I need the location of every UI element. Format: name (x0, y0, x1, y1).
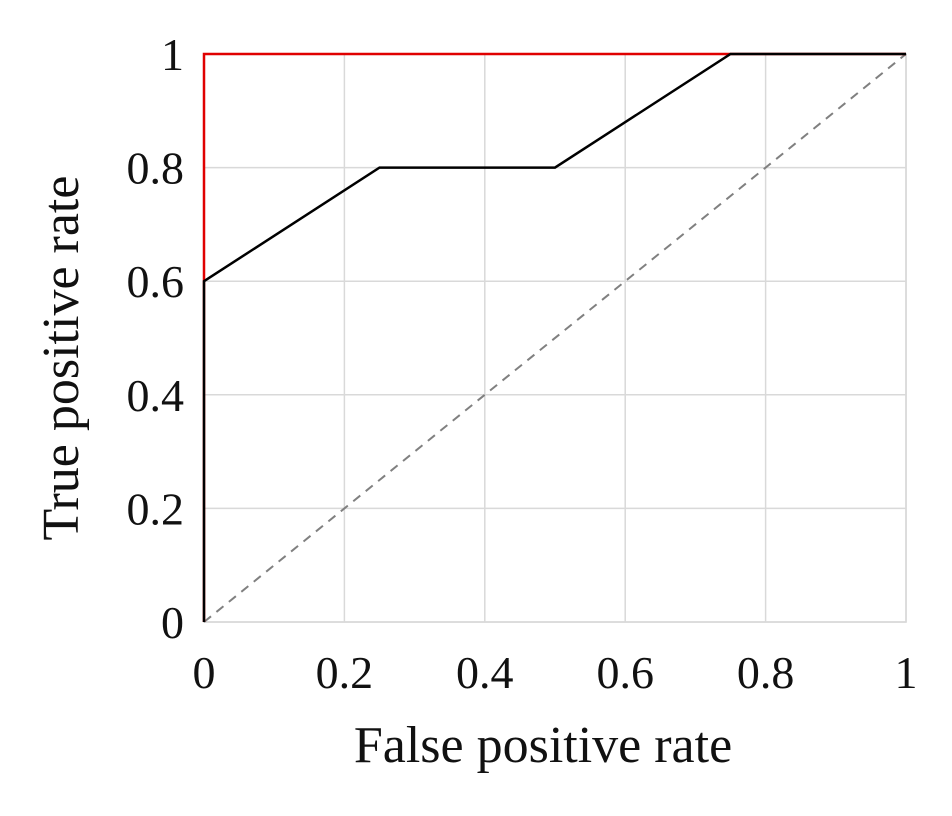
diagonal-line (203, 53, 907, 623)
y-tick-label: 1 (161, 29, 184, 80)
roc-black-line (202, 52, 906, 622)
x-tick-label: 0.6 (596, 647, 654, 698)
y-tick-label: 0.2 (127, 483, 185, 534)
y-tick-label: 0.4 (127, 370, 185, 421)
series-layer (202, 52, 907, 623)
x-tick-label: 1 (895, 647, 918, 698)
x-tick-label: 0 (193, 647, 216, 698)
x-tick-label: 0.4 (456, 647, 514, 698)
y-axis-label: True positive rate (33, 176, 90, 541)
tick-layer: 0 0.2 0.4 0.6 0.8 1 0 0.2 0.4 0.6 0.8 1 (127, 29, 918, 698)
x-axis-label: False positive rate (354, 717, 732, 774)
x-tick-label: 0.2 (316, 647, 374, 698)
y-tick-label: 0.8 (127, 143, 185, 194)
y-tick-label: 0.6 (127, 256, 185, 307)
x-tick-label: 0.8 (737, 647, 795, 698)
y-tick-label: 0 (161, 597, 184, 648)
